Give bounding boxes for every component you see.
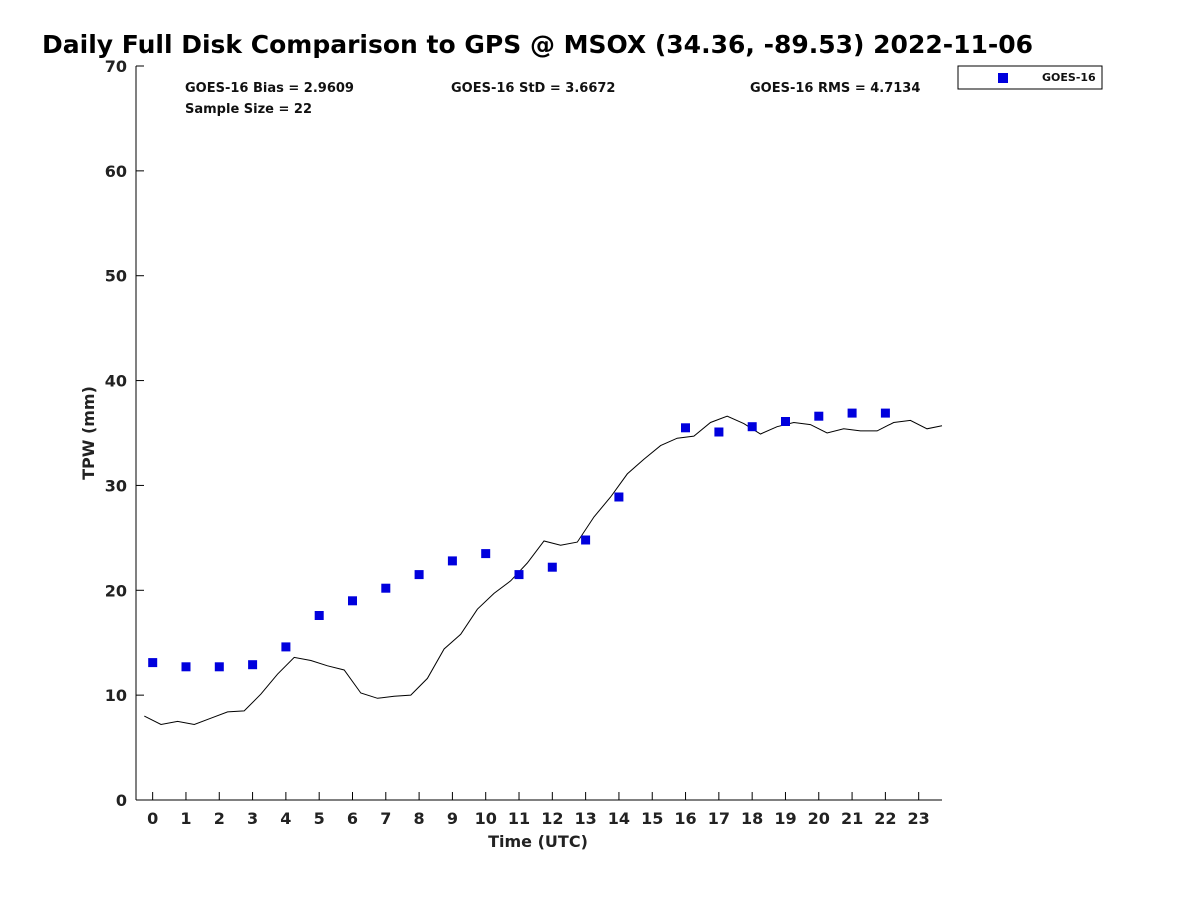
x-ticks: 0 1 2 3 4 5 6 7 8 9 10 11 12 13 14 15 16 17 18 19 20 21 22 23 — [147, 792, 930, 828]
x-tick-label: 18 — [741, 809, 763, 828]
x-tick-label: 10 — [475, 809, 497, 828]
y-tick-label: 40 — [105, 372, 127, 391]
x-tick-label: 11 — [508, 809, 530, 828]
goes16-point — [614, 492, 624, 502]
goes16-points — [148, 408, 890, 672]
goes16-point — [348, 596, 357, 606]
axes — [135, 66, 942, 801]
x-tick-label: 17 — [708, 809, 730, 828]
x-tick-label: 20 — [808, 809, 830, 828]
x-tick-label: 15 — [641, 809, 663, 828]
x-tick-label: 9 — [447, 809, 458, 828]
y-tick-label: 30 — [105, 476, 127, 495]
goes16-point — [214, 662, 224, 672]
legend-label-goes16: GOES-16 — [1042, 71, 1096, 84]
x-tick-label: 19 — [774, 809, 796, 828]
y-tick-label: 60 — [105, 162, 127, 181]
stat-rms: GOES-16 RMS = 4.7134 — [750, 81, 920, 96]
y-axis-label: TPW (mm) — [79, 386, 98, 480]
x-tick-label: 5 — [314, 809, 325, 828]
goes16-point — [681, 423, 690, 433]
x-tick-label: 23 — [908, 809, 930, 828]
y-ticks: 0 10 20 30 40 50 60 70 — [105, 57, 144, 810]
stat-bias: GOES-16 Bias = 2.9609 — [185, 81, 354, 96]
goes16-point — [747, 422, 757, 432]
gps-line — [144, 415, 943, 726]
legend-marker-square-icon — [998, 73, 1008, 83]
y-tick-label: 10 — [105, 686, 127, 705]
goes16-point — [781, 417, 790, 426]
x-tick-label: 3 — [247, 809, 258, 828]
goes16-point — [581, 535, 591, 545]
goes16-point — [447, 556, 457, 566]
y-tick-label: 70 — [105, 57, 127, 76]
x-tick-label: 6 — [347, 809, 358, 828]
goes16-point — [148, 658, 158, 668]
x-tick-label: 21 — [841, 809, 863, 828]
x-tick-label: 14 — [608, 809, 630, 828]
x-tick-label: 4 — [280, 809, 291, 828]
goes16-point — [181, 662, 191, 672]
goes16-point — [281, 642, 291, 652]
x-tick-label: 22 — [874, 809, 896, 828]
goes16-point — [880, 408, 890, 418]
goes16-point — [814, 411, 824, 421]
x-tick-label: 16 — [674, 809, 696, 828]
goes16-point — [314, 611, 324, 620]
x-tick-label: 0 — [147, 809, 158, 828]
y-tick-label: 0 — [116, 791, 127, 810]
goes16-point — [514, 570, 524, 580]
chart-title: Daily Full Disk Comparison to GPS @ MSOX… — [42, 30, 1034, 59]
gps-tpw-line — [144, 415, 943, 726]
legend-box — [957, 65, 1103, 90]
x-tick-label: 7 — [380, 809, 391, 828]
goes16-point — [547, 562, 557, 572]
goes16-point — [714, 427, 724, 437]
stat-sample-size: Sample Size = 22 — [185, 102, 312, 117]
stat-std: GOES-16 StD = 3.6672 — [451, 81, 615, 96]
legend: GOES-16 — [957, 65, 1103, 90]
x-tick-label: 2 — [214, 809, 225, 828]
goes16-point — [248, 660, 258, 670]
x-tick-label: 8 — [414, 809, 425, 828]
x-tick-label: 1 — [180, 809, 191, 828]
x-tick-label: 12 — [541, 809, 563, 828]
goes16-point — [481, 549, 491, 559]
y-tick-label: 20 — [105, 581, 127, 600]
goes16-point — [381, 583, 391, 593]
x-tick-label: 13 — [574, 809, 596, 828]
y-tick-label: 50 — [105, 267, 127, 286]
goes16-point — [414, 570, 424, 580]
goes16-point — [847, 408, 857, 418]
x-axis-label: Time (UTC) — [488, 832, 588, 851]
